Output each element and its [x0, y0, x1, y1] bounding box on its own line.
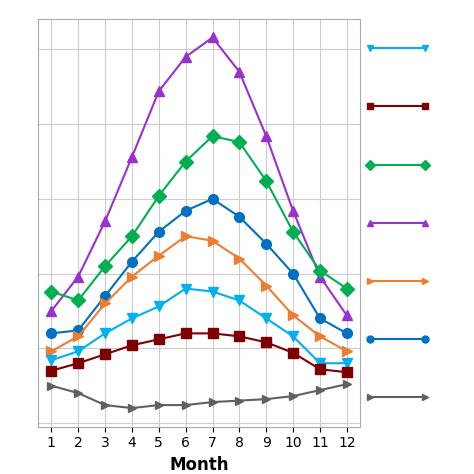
- X-axis label: Month: Month: [169, 456, 229, 474]
